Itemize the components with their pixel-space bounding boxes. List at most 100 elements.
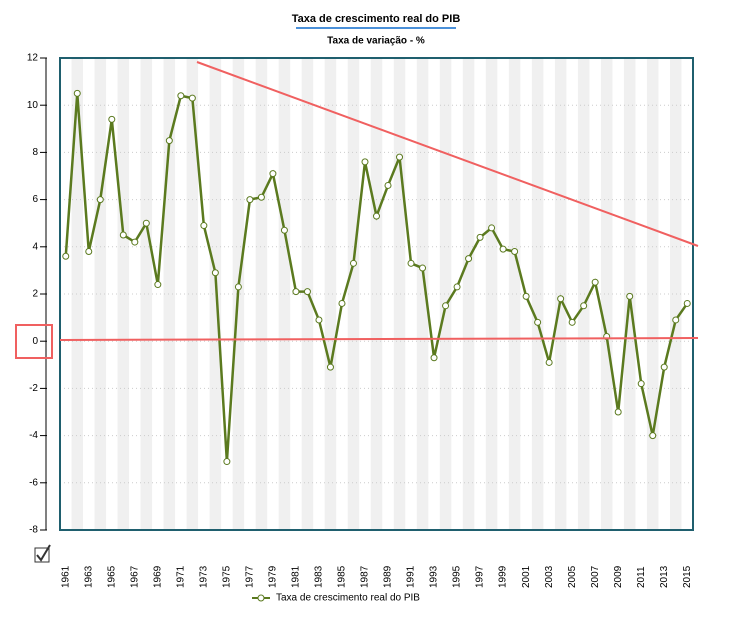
point bbox=[234, 283, 242, 291]
point bbox=[188, 94, 196, 102]
point bbox=[211, 269, 219, 277]
point bbox=[131, 238, 139, 246]
point bbox=[649, 432, 657, 440]
point bbox=[557, 295, 565, 303]
point bbox=[626, 292, 634, 300]
plot-frame bbox=[59, 57, 694, 531]
checkbox-tick bbox=[36, 544, 51, 562]
x-tick-label: 1975 bbox=[222, 565, 233, 588]
point bbox=[396, 153, 404, 161]
point bbox=[338, 299, 346, 307]
x-tick-label: 1989 bbox=[383, 565, 394, 588]
x-tick-label: 2007 bbox=[590, 565, 601, 588]
stripe bbox=[439, 58, 452, 530]
y-tick-label: 2 bbox=[32, 289, 38, 300]
stripe bbox=[485, 58, 498, 530]
x-tick-label: 1991 bbox=[406, 565, 417, 588]
point bbox=[672, 316, 680, 324]
point bbox=[269, 170, 277, 178]
x-tick-label: 1983 bbox=[314, 565, 325, 588]
y-tick-label: 10 bbox=[27, 100, 39, 111]
x-tick-label: 1985 bbox=[337, 565, 348, 588]
point bbox=[315, 316, 323, 324]
point bbox=[349, 259, 357, 267]
y-tick-label: 6 bbox=[32, 194, 38, 205]
point bbox=[637, 380, 645, 388]
point bbox=[660, 363, 668, 371]
point bbox=[499, 245, 507, 253]
annotation-zero bbox=[59, 337, 699, 341]
point bbox=[580, 302, 588, 310]
point bbox=[154, 281, 162, 289]
point bbox=[419, 264, 427, 272]
chart-title: Taxa de crescimento real do PIB bbox=[292, 13, 461, 25]
point bbox=[303, 288, 311, 296]
stripe bbox=[600, 58, 613, 530]
x-tick-label: 1999 bbox=[498, 565, 509, 588]
point bbox=[96, 196, 104, 204]
x-tick-label: 2005 bbox=[567, 565, 578, 588]
point bbox=[223, 458, 231, 466]
point bbox=[683, 299, 691, 307]
x-tick-label: 1965 bbox=[106, 565, 117, 588]
point bbox=[361, 158, 369, 166]
legend-label: Taxa de crescimento real do PIB bbox=[276, 593, 420, 604]
annotation-trend bbox=[196, 61, 699, 247]
stripe bbox=[140, 58, 153, 530]
point bbox=[476, 233, 484, 241]
point bbox=[177, 92, 185, 100]
point bbox=[373, 212, 380, 220]
point bbox=[119, 231, 127, 239]
point bbox=[488, 224, 496, 232]
point bbox=[108, 115, 116, 123]
point bbox=[280, 226, 288, 234]
stripe bbox=[508, 58, 521, 530]
point bbox=[442, 302, 450, 310]
x-tick-label: 2009 bbox=[613, 565, 624, 588]
point bbox=[591, 278, 599, 286]
plot: 1961 1963 1965 1967 1969 1971 1973 1975 1977 1979… bbox=[27, 53, 693, 604]
x-tick-label: 1997 bbox=[475, 565, 486, 588]
x-tick-label: 1987 bbox=[360, 565, 371, 588]
x-tick-label: 1995 bbox=[452, 565, 463, 588]
y-tick-label: 12 bbox=[27, 53, 39, 64]
x-tick-label: 1981 bbox=[291, 565, 302, 588]
point bbox=[292, 288, 300, 296]
x-tick-label: 2013 bbox=[659, 565, 670, 588]
point bbox=[430, 354, 438, 362]
x-tick-label: 2011 bbox=[636, 566, 647, 588]
point bbox=[614, 408, 622, 416]
point bbox=[545, 358, 553, 366]
y-tick-label: 0 bbox=[32, 336, 38, 347]
stripe bbox=[209, 58, 222, 530]
y-tick-label: -8 bbox=[29, 525, 38, 536]
point bbox=[453, 283, 461, 291]
stripe bbox=[117, 58, 130, 530]
x-tick-label: 2003 bbox=[544, 565, 555, 588]
x-tick-label: 1979 bbox=[268, 565, 279, 588]
point bbox=[534, 318, 542, 326]
point bbox=[257, 193, 265, 201]
checkbox[interactable] bbox=[34, 544, 51, 563]
chart-subtitle: Taxa de variação - % bbox=[327, 36, 425, 47]
y-tick-label: -4 bbox=[29, 430, 38, 441]
point bbox=[326, 363, 334, 371]
x-tick-label: 1971 bbox=[175, 565, 186, 588]
stripe bbox=[347, 58, 360, 530]
point bbox=[407, 259, 415, 267]
x-tick-label: 1961 bbox=[60, 565, 71, 588]
y-tick-label: -2 bbox=[29, 383, 38, 394]
legend-marker bbox=[257, 594, 265, 602]
point bbox=[522, 292, 530, 300]
x-tick-label: 1969 bbox=[152, 565, 163, 588]
stripe bbox=[71, 58, 84, 530]
point bbox=[62, 252, 70, 260]
x-tick-label: 1967 bbox=[129, 565, 140, 588]
stripe bbox=[577, 58, 590, 530]
x-tick-label: 1963 bbox=[83, 565, 94, 588]
y-tick-label: -6 bbox=[29, 477, 38, 488]
x-tick-label: 2015 bbox=[682, 565, 693, 588]
stripe bbox=[393, 58, 406, 530]
x-tick-label: 2001 bbox=[521, 565, 532, 588]
